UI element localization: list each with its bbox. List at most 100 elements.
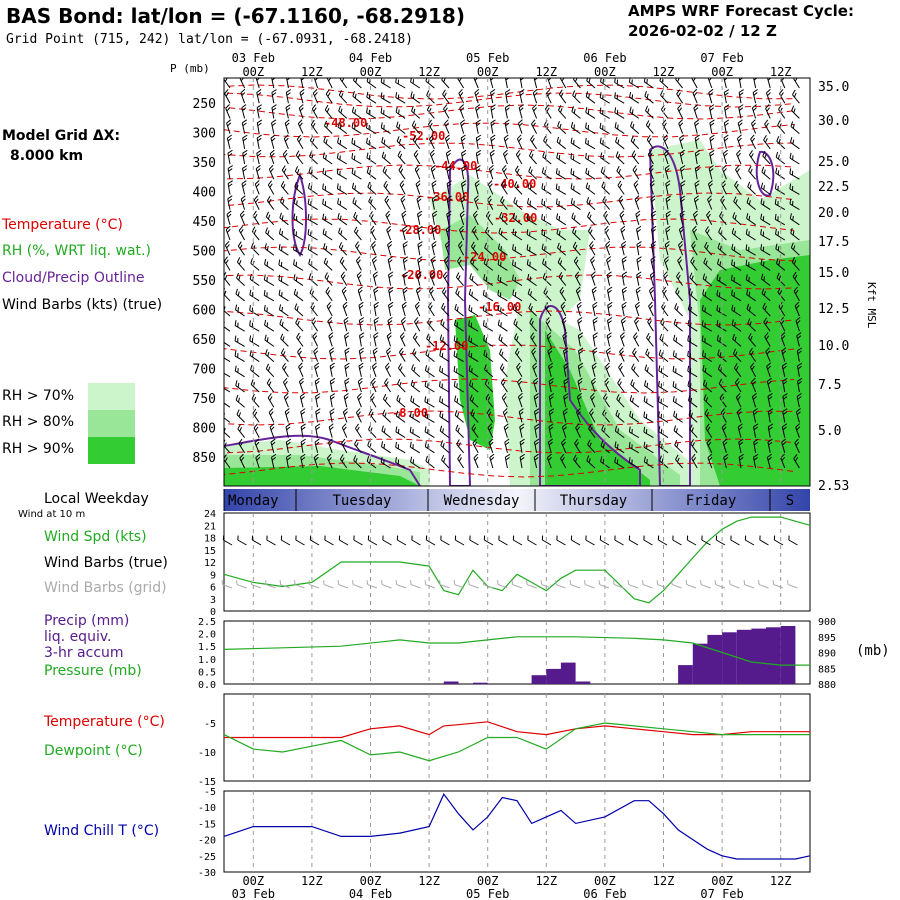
wind-barb-feather (284, 408, 290, 413)
wind-barb-staff (322, 188, 333, 195)
wind-barb (702, 379, 713, 393)
wind-barb (395, 78, 406, 89)
wind-barb-staff (373, 320, 377, 332)
wind-barb-feather (587, 155, 589, 160)
temperature-contour (224, 122, 795, 138)
wind-barb (401, 301, 407, 317)
wind-barb (765, 104, 771, 119)
wind-barb-feather (424, 380, 427, 387)
wind-barb (249, 305, 260, 317)
wind-barb-feather (662, 305, 666, 310)
wind-barb-staff (664, 168, 669, 180)
wind-barb-feather (562, 423, 567, 428)
wind-barb-feather (455, 272, 460, 278)
wind-barb (606, 332, 612, 347)
wind-barb-staff (618, 367, 625, 378)
wind-barb-feather (752, 392, 757, 398)
precip-legend-2: liq. equiv. (44, 629, 112, 645)
wind-barb-staff (634, 320, 640, 332)
wind-barb-feather (311, 138, 315, 143)
wind-barb-staff (731, 294, 742, 302)
wind-barb-feather (445, 240, 450, 246)
wind-barb-feather (530, 169, 533, 174)
wind-barb-staff (765, 108, 771, 119)
wind-barb (730, 274, 742, 287)
wind-barb-feather (429, 134, 434, 140)
wind-barb-feather (563, 411, 568, 416)
wind-barb-feather (631, 428, 633, 434)
wind-barb-feather (687, 395, 691, 401)
wind-barb (766, 362, 772, 377)
wind-barb-feather (672, 365, 675, 372)
wind-barb-staff (513, 202, 523, 210)
wind-barb (546, 78, 552, 89)
wind-barb-staff (224, 308, 231, 317)
wind-barb (439, 411, 450, 423)
wind-barb (443, 104, 450, 119)
wind-barb-staff (368, 201, 377, 210)
wind-barb-feather (734, 180, 738, 186)
wind-barb-feather (658, 349, 662, 356)
wind-barb-feather (314, 78, 319, 81)
wind-barb-feather (431, 240, 437, 245)
wind-barb-staff (753, 457, 757, 469)
wind-barb-feather (547, 453, 552, 459)
wind-barb (457, 454, 465, 469)
wind-barb-feather (340, 108, 343, 114)
wind-barb (674, 303, 683, 317)
wind-barb-feather (315, 408, 321, 412)
temperature-contour-label: -44.00 (434, 159, 477, 173)
wind-barb-feather (441, 398, 443, 404)
wind-barb (431, 210, 438, 225)
temperature-contour-label: -40.00 (493, 177, 536, 191)
surface-wind-barb (672, 535, 682, 546)
wind-barb-feather (224, 256, 228, 262)
wind-barb-feather (242, 119, 248, 124)
wind-barb-feather (475, 165, 481, 169)
wind-barb-feather (738, 438, 744, 443)
wind-barb (280, 348, 289, 362)
wind-barb (353, 226, 362, 241)
wind-barb-feather (441, 383, 443, 389)
wind-barb-staff (402, 229, 406, 241)
wind-barb-staff (647, 154, 654, 165)
wind-barb-feather (679, 122, 684, 127)
wind-barb-feather (388, 320, 393, 324)
wind-barb-feather (315, 393, 321, 397)
wind-barb-staff (341, 427, 348, 438)
grid-wind-barb-feather (236, 580, 238, 585)
wind-barb (314, 362, 320, 377)
wind-barb-feather (745, 274, 748, 280)
wind-barb (502, 149, 508, 165)
wind-barb-feather (777, 287, 781, 293)
wind-barb-feather (578, 365, 583, 370)
wind-barb-feather (424, 441, 427, 447)
wind-barb-staff (604, 381, 611, 393)
wind-barb (749, 347, 757, 362)
wind-barb-staff (751, 123, 757, 134)
wind-barb-staff (731, 264, 742, 271)
wind-barb-feather (709, 104, 715, 109)
wind-barb (396, 121, 406, 134)
wind-barb (307, 243, 318, 256)
wind-barb-feather (239, 210, 245, 216)
wind-barb-feather (482, 289, 485, 296)
wind-barb-staff (572, 95, 581, 104)
wind-barb-feather (461, 122, 466, 127)
wind-barb-staff (738, 441, 742, 453)
wind-barb-feather (499, 363, 504, 369)
wind-barb-feather (778, 138, 781, 144)
surface-wind-barb-feather (570, 535, 573, 541)
wind-barb-feather (797, 396, 802, 400)
wind-barb-feather (556, 213, 559, 219)
wind-barb-feather (339, 155, 341, 160)
wind-barb-feather (514, 291, 517, 297)
wind-barb-staff (454, 385, 464, 393)
wind-barb-feather (460, 228, 464, 233)
wind-barb-staff (723, 457, 727, 469)
wind-barb-feather (631, 444, 633, 449)
wind-barb-feather (485, 307, 487, 313)
wind-barb-staff (490, 122, 494, 134)
wind-barb-feather (679, 210, 685, 215)
wind-barb (249, 335, 260, 347)
